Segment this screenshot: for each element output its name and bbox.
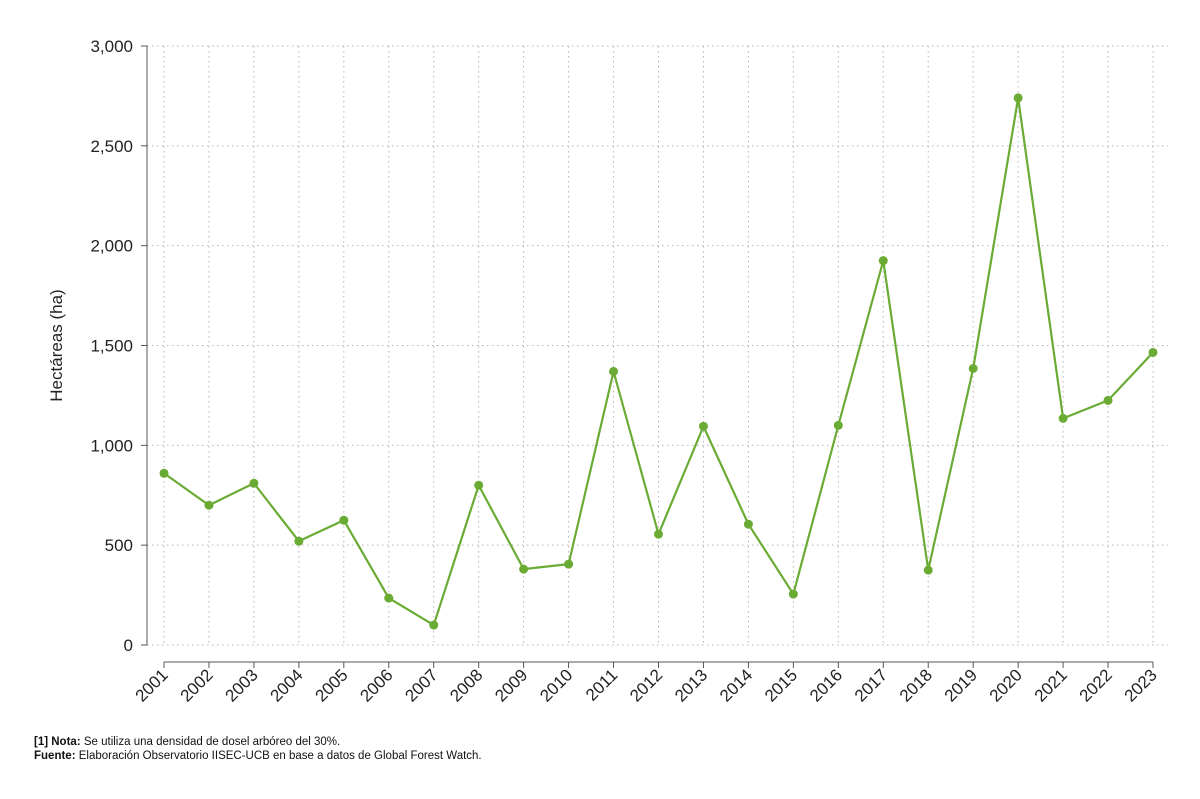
note-text: Se utiliza una densidad de dosel arbóreo… [80, 736, 341, 748]
x-tick-label: 2005 [311, 665, 351, 705]
x-tick-label: 2016 [806, 665, 846, 705]
data-point [878, 256, 888, 266]
x-tick-label: 2010 [536, 665, 576, 705]
note-label: [1] Nota: [34, 736, 81, 748]
y-tick-label: 2,500 [90, 137, 133, 156]
footnotes: [1] Nota: Se utiliza una densidad de dos… [34, 735, 482, 763]
data-point [294, 536, 304, 546]
data-point [429, 620, 439, 630]
x-tick-label: 2004 [267, 665, 307, 705]
axes [146, 46, 1153, 663]
data-point [204, 500, 214, 510]
data-point [1103, 395, 1113, 405]
x-tick-label: 2002 [177, 665, 217, 705]
x-tick-label: 2006 [356, 665, 396, 705]
data-point [249, 478, 259, 488]
source-label: Fuente: [34, 750, 76, 762]
x-tick-label: 2012 [626, 665, 666, 705]
data-point [654, 529, 663, 539]
grid-lines [147, 45, 1168, 646]
x-tick-label: 2020 [986, 665, 1026, 705]
x-tick-label: 2013 [671, 665, 711, 705]
x-tick-label: 2023 [1121, 665, 1161, 705]
data-point [564, 559, 574, 569]
y-tick-label: 1,500 [90, 337, 133, 356]
data-point [1013, 93, 1023, 103]
x-tick-label: 2021 [1031, 665, 1071, 705]
x-tick-label: 2017 [851, 665, 891, 705]
data-point [788, 589, 798, 599]
data-point [474, 480, 484, 490]
data-point [159, 468, 169, 478]
data-series [159, 93, 1158, 630]
y-tick-label: 2,000 [90, 237, 133, 256]
source-line: Fuente: Elaboración Observatorio IISEC-U… [34, 749, 482, 763]
x-tick-label: 2011 [582, 665, 621, 704]
x-tick-label: 2008 [446, 665, 486, 705]
data-point [1148, 347, 1158, 357]
data-point [1058, 413, 1068, 423]
y-axis-label: Hectáreas (ha) [47, 289, 66, 401]
x-tick-label: 2019 [941, 665, 981, 705]
x-tick-label: 2015 [761, 665, 801, 705]
x-axis-ticks: 2001 2002 2003 2004 2005 2006 2007 2008 2009 2010… [132, 662, 1161, 706]
source-text: Elaboración Observatorio IISEC-UCB en ba… [75, 750, 482, 762]
y-tick-label: 500 [105, 536, 133, 555]
x-tick-label: 2001 [132, 665, 172, 705]
data-point [968, 363, 978, 373]
data-point [339, 515, 349, 525]
y-tick-label: 3,000 [90, 37, 133, 56]
data-point [923, 565, 933, 575]
x-tick-label: 2014 [716, 665, 756, 705]
data-point [698, 421, 708, 431]
note-line: [1] Nota: Se utiliza una densidad de dos… [34, 735, 482, 749]
x-tick-label: 2009 [491, 665, 531, 705]
data-point [833, 420, 843, 430]
x-tick-label: 2003 [222, 665, 262, 705]
y-tick-label: 1,000 [90, 436, 133, 455]
data-point [743, 519, 753, 529]
y-axis-ticks: 0 500 1,000 1,500 2,000 2,500 3,000 [90, 37, 147, 655]
x-tick-label: 2022 [1076, 665, 1116, 705]
data-point [609, 366, 619, 376]
y-tick-label: 0 [124, 636, 133, 655]
x-tick-label: 2007 [401, 665, 441, 705]
data-point [384, 593, 394, 603]
x-tick-label: 2018 [896, 665, 936, 705]
data-point [519, 564, 529, 574]
